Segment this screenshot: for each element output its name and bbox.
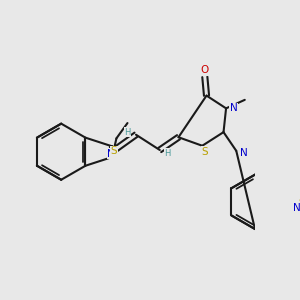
Text: N: N [240,148,248,158]
Text: S: S [298,198,300,208]
Text: S: S [202,147,208,157]
Text: H: H [164,149,171,158]
Text: N: N [230,103,238,113]
Text: H: H [124,128,131,136]
Text: N: N [107,149,115,159]
Text: O: O [201,65,209,75]
Text: N: N [293,203,300,213]
Text: S: S [111,146,117,156]
